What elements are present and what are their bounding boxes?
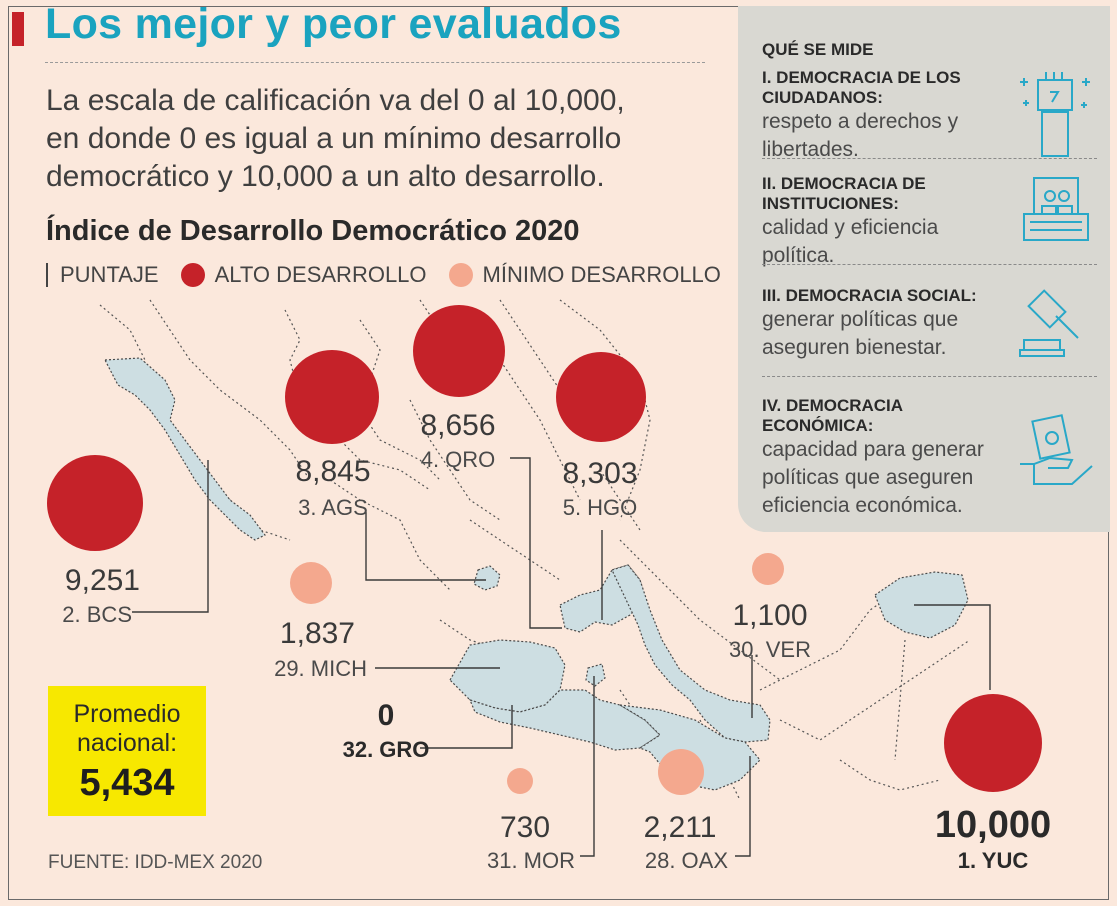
- leader-yuc: [914, 604, 991, 690]
- leader-lines: [132, 457, 991, 857]
- panel-heading: QUÉ SE MIDE: [762, 40, 874, 59]
- institution-icon: [1023, 177, 1089, 241]
- bcs-shape: [104, 357, 266, 541]
- intro-text: La escala de calificación va del 0 al 10…: [46, 82, 625, 196]
- legend-low-dot: [448, 263, 473, 287]
- bubble-mich: [290, 562, 332, 604]
- score-mor: 730: [499, 811, 551, 844]
- panel-item-1: I. DEMOCRACIA DE LOS CIUDADANOS: respeto…: [762, 68, 1012, 164]
- label-ver: 30. VER: [729, 637, 811, 662]
- score-oax: 2,211: [643, 811, 717, 844]
- leader-ags: [365, 512, 486, 581]
- score-qro: 8,656: [420, 409, 496, 442]
- panel-item-4-text: capacidad para generar políticas que ase…: [762, 438, 984, 517]
- bubble-ver: [752, 553, 784, 585]
- panel-item-2-text: calidad y eficiencia política.: [762, 216, 939, 267]
- score-gro: 0: [377, 699, 395, 732]
- panel-divider: [762, 158, 1097, 159]
- legend-score-label: PUNTAJE: [60, 262, 159, 287]
- mich-shape: [449, 639, 566, 713]
- intro-line: La escala de calificación va del 0 al 10…: [46, 84, 625, 117]
- legend: PUNTAJE ALTO DESARROLLO MÍNIMO DESARROLL…: [46, 262, 721, 288]
- panel-item-3-head: III. DEMOCRACIA SOCIAL:: [762, 286, 977, 305]
- page-title: Los mejor y peor evaluados: [45, 0, 622, 48]
- panel-item-2-head: II. DEMOCRACIA DE INSTITUCIONES:: [762, 174, 926, 213]
- score-ags: 8,845: [295, 455, 371, 488]
- intro-line: democrático y 10,000 a un alto desarroll…: [46, 160, 605, 193]
- panel-item-4-head: IV. DEMOCRACIA ECONÓMICA:: [762, 396, 903, 435]
- money-hand-icon: [1020, 414, 1093, 485]
- leader-bcs: [132, 460, 209, 613]
- bubble-hgo: [556, 352, 646, 442]
- label-mor: 31. MOR: [486, 848, 575, 873]
- legend-high-label: ALTO DESARROLLO: [214, 262, 427, 287]
- label-gro: 32. GRO: [342, 737, 430, 762]
- label-yuc: 1. YUC: [957, 848, 1029, 873]
- oax-shape: [619, 704, 761, 791]
- raised-fist-icon: [1020, 72, 1090, 157]
- score-yuc: 10,000: [934, 804, 1052, 846]
- score-hgo: 8,303: [562, 457, 638, 490]
- score-ver: 1,100: [732, 599, 808, 632]
- score-bcs: 9,251: [64, 564, 140, 597]
- source-note: FUENTE: IDD-MEX 2020: [48, 852, 263, 873]
- panel-item-3-text: generar políticas que aseguren bienestar…: [762, 308, 959, 359]
- panel-item-4: IV. DEMOCRACIA ECONÓMICA: capacidad para…: [762, 396, 1012, 520]
- legend-high-dot: [180, 263, 205, 287]
- panel-item-2: II. DEMOCRACIA DE INSTITUCIONES: calidad…: [762, 174, 1012, 270]
- leader-oax: [735, 756, 751, 857]
- national-average-label: Promedio nacional:: [73, 700, 181, 757]
- title-divider: [45, 62, 705, 63]
- bubble-oax: [658, 749, 704, 795]
- panel-divider: [762, 376, 1097, 377]
- leader-gro: [420, 705, 513, 749]
- score-mich: 1,837: [279, 617, 355, 650]
- ver-shape: [611, 564, 771, 743]
- panel-divider: [762, 264, 1097, 265]
- national-average-value: 5,434: [79, 762, 175, 804]
- highlighted-states: [104, 357, 969, 791]
- bubble-bcs: [47, 455, 143, 551]
- leader-qro: [510, 457, 562, 629]
- legend-score-bar: [46, 263, 48, 287]
- label-bcs: 2. BCS: [62, 602, 132, 627]
- score-bubbles: [47, 305, 1042, 795]
- bubble-qro: [413, 305, 505, 397]
- gro-shape: [468, 689, 661, 751]
- label-hgo: 5. HGO: [562, 495, 638, 520]
- label-ags: 3. AGS: [298, 495, 368, 520]
- index-title: Índice de Desarrollo Democrático 2020: [46, 215, 580, 247]
- title-accent-bar: [12, 12, 24, 46]
- leader-mor: [580, 676, 595, 857]
- panel-item-1-head: I. DEMOCRACIA DE LOS CIUDADANOS:: [762, 68, 961, 107]
- bubble-yuc: [944, 694, 1042, 792]
- measures-panel: QUÉ SE MIDE I. DEMOCRACIA DE LOS CIUDADA…: [738, 6, 1110, 532]
- bubble-mor: [507, 768, 533, 794]
- intro-line: en donde 0 es igual a un mínimo desarrol…: [46, 122, 622, 155]
- national-average-box: Promedio nacional: 5,434: [48, 686, 206, 816]
- gavel-icon: [1019, 289, 1079, 357]
- label-oax: 28. OAX: [644, 848, 728, 873]
- panel-item-3: III. DEMOCRACIA SOCIAL: generar política…: [762, 286, 1012, 362]
- mor-shape: [585, 663, 606, 687]
- label-mich: 29. MICH: [274, 656, 367, 681]
- legend-low-label: MÍNIMO DESARROLLO: [482, 262, 721, 287]
- panel-item-1-text: respeto a derechos y libertades.: [762, 110, 959, 161]
- ags-shape: [473, 565, 501, 591]
- bubble-ags: [285, 350, 379, 444]
- label-qro: 4. QRO: [420, 447, 496, 472]
